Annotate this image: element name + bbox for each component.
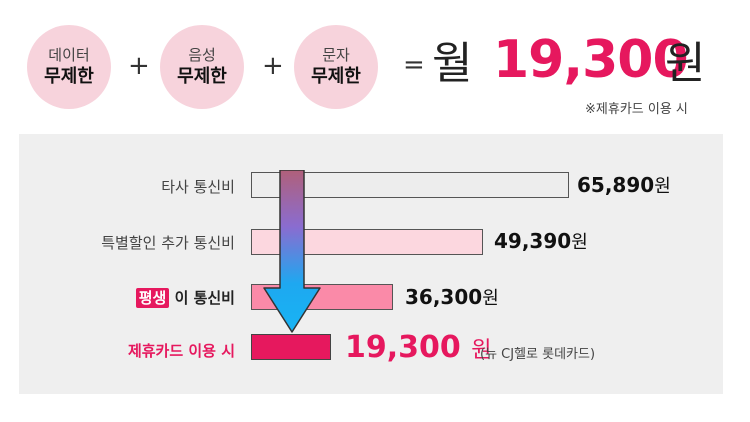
value-unit: 원 <box>471 338 492 363</box>
value-unit: 원 <box>482 288 499 309</box>
row-label-partner-card: 제휴카드 이용 시 <box>127 342 235 360</box>
row-value-other-carrier: 65,890원 <box>577 172 671 198</box>
plan-data-value: 무제한 <box>44 66 94 87</box>
plus-sign: + <box>128 51 150 81</box>
lifetime-label-rest: 이 통신비 <box>174 289 235 307</box>
headline-unit: 원 <box>665 38 706 89</box>
headline-note: ※제휴카드 이용 시 <box>585 102 688 117</box>
plus-sign: + <box>262 51 284 81</box>
headline-month: 월 <box>432 38 473 89</box>
plan-sms-label: 문자 <box>322 46 350 64</box>
value-number: 36,300 <box>405 285 483 309</box>
row-label-other-carrier: 타사 통신비 <box>161 178 235 196</box>
row-value-special-discount: 49,390원 <box>494 228 588 254</box>
plan-voice-value: 무제한 <box>177 66 227 87</box>
partner-card-note: (뉴 CJ헬로 롯데카드) <box>480 347 596 362</box>
plan-data-label: 데이터 <box>48 46 90 64</box>
row-label-special-discount: 특별할인 추가 통신비 <box>101 234 235 252</box>
plan-voice-circle: 음성 무제한 <box>160 25 244 109</box>
row-value-partner-card: 19,300 원 <box>345 330 491 365</box>
value-number: 49,390 <box>494 229 572 253</box>
row-value-lifetime: 36,300원 <box>405 284 499 310</box>
lifetime-badge: 평생 <box>135 288 170 308</box>
bar-partner-card <box>251 334 331 360</box>
plan-sms-circle: 문자 무제한 <box>294 25 378 109</box>
headline-price: 19,300 <box>493 30 689 90</box>
plan-data-circle: 데이터 무제한 <box>27 25 111 109</box>
equals-sign: = <box>403 50 425 80</box>
value-number: 65,890 <box>577 173 655 197</box>
value-unit: 원 <box>571 232 588 253</box>
value-unit: 원 <box>654 176 671 197</box>
plan-sms-value: 무제한 <box>311 66 361 87</box>
plan-voice-label: 음성 <box>188 46 216 64</box>
row-label-lifetime: 평생 이 통신비 <box>135 287 235 308</box>
down-arrow-icon <box>263 170 321 333</box>
value-number: 19,300 <box>345 330 461 365</box>
